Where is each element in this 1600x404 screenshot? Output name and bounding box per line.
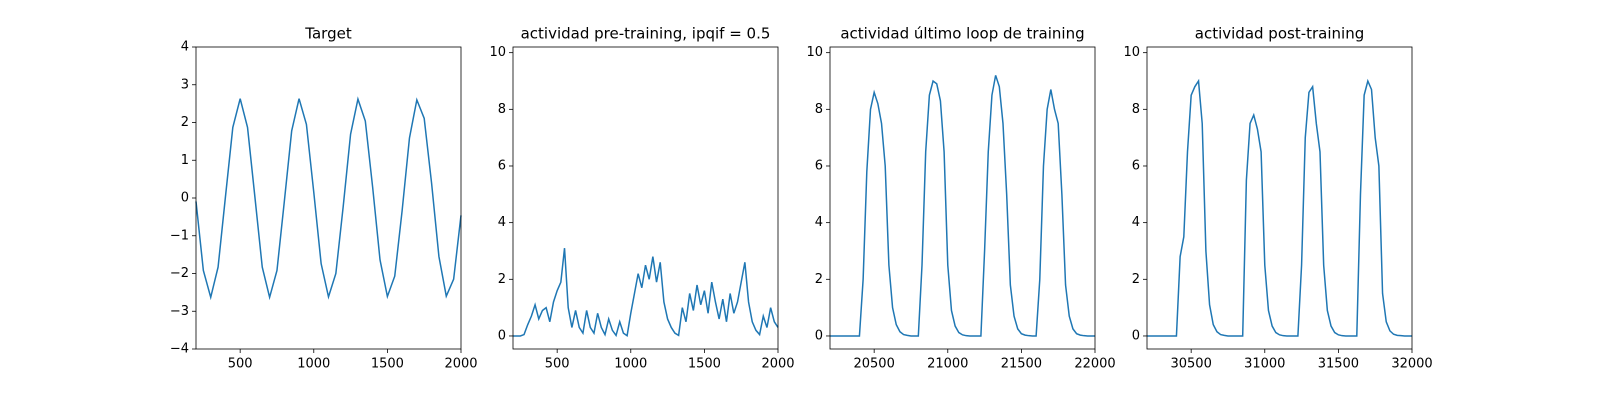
y-tick-label: 4 [498, 215, 506, 230]
x-tick-label: 30500 [1170, 357, 1211, 372]
x-tick-label: 1000 [614, 357, 647, 372]
y-tick-label: 8 [498, 102, 506, 117]
subplot-title: actividad post-training [1195, 25, 1364, 43]
axes-frame [195, 46, 462, 350]
x-tick-label: 1500 [688, 357, 721, 372]
y-tick-label: 10 [489, 45, 506, 60]
y-tick-label: 3 [181, 77, 189, 92]
y-tick-label: 8 [1132, 102, 1140, 117]
y-tick-label: 4 [181, 40, 189, 55]
y-tick-label: 8 [815, 102, 823, 117]
subplot-title: actividad pre-training, ipqif = 0.5 [521, 25, 771, 43]
y-tick-label: 0 [1132, 328, 1140, 343]
y-tick-label: 4 [815, 215, 823, 230]
y-tick-label: 2 [498, 272, 506, 287]
x-tick-label: 22000 [1074, 357, 1115, 372]
x-tick-label: 500 [228, 357, 253, 372]
data-line [513, 248, 779, 338]
y-tick-label: 1 [181, 153, 189, 168]
y-tick-label: 2 [1132, 272, 1140, 287]
x-tick-label: 2000 [444, 357, 477, 372]
axes-frame [512, 46, 779, 350]
y-tick-label: 6 [498, 158, 506, 173]
x-tick-label: 1500 [371, 357, 404, 372]
axes-frame [1146, 46, 1413, 350]
x-tick-label: 21500 [1001, 357, 1042, 372]
y-tick-label: 4 [1132, 215, 1140, 230]
data-line [195, 96, 462, 301]
subplot-title: actividad último loop de training [840, 25, 1084, 43]
x-tick-label: 32000 [1391, 357, 1432, 372]
x-tick-label: 1000 [297, 357, 330, 372]
y-tick-label: 0 [181, 191, 189, 206]
subplot-title: Target [304, 25, 352, 43]
x-tick-label: 20500 [853, 357, 894, 372]
y-tick-label: 6 [815, 158, 823, 173]
data-line [830, 75, 1095, 337]
y-tick-label: 10 [1123, 45, 1140, 60]
axes-frame [829, 46, 1096, 350]
x-tick-label: 2000 [761, 357, 794, 372]
data-line [1147, 78, 1412, 337]
x-tick-label: 31000 [1244, 357, 1285, 372]
y-tick-label: −3 [170, 304, 189, 319]
y-tick-label: −2 [170, 266, 189, 281]
y-tick-label: 0 [498, 328, 506, 343]
x-tick-label: 21000 [927, 357, 968, 372]
y-tick-label: −1 [170, 228, 189, 243]
y-tick-label: 2 [181, 115, 189, 130]
x-tick-label: 500 [545, 357, 570, 372]
y-tick-label: 2 [815, 272, 823, 287]
y-tick-label: 10 [806, 45, 823, 60]
y-tick-label: 0 [815, 328, 823, 343]
x-tick-label: 31500 [1318, 357, 1359, 372]
y-tick-label: 6 [1132, 158, 1140, 173]
y-tick-label: −4 [170, 342, 189, 357]
